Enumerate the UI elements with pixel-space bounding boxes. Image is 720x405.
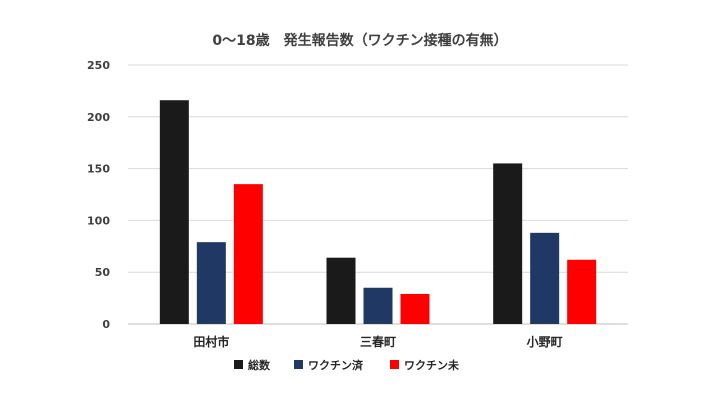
y-tick-label: 100 (87, 214, 110, 227)
x-tick-label: 田村市 (193, 334, 229, 349)
y-tick-label: 50 (95, 266, 111, 279)
x-tick-label: 小野町 (527, 334, 563, 349)
legend-label: ワクチン済 (308, 358, 364, 372)
y-tick-label: 150 (87, 163, 110, 176)
bar-総数-三春町 (326, 257, 356, 324)
x-tick-label: 三春町 (360, 334, 396, 349)
bar-ワクチン未-小野町 (567, 259, 597, 324)
bar-ワクチン済-小野町 (530, 232, 560, 324)
legend-label: 総数 (248, 358, 271, 372)
legend-swatch-総数 (234, 360, 243, 369)
chart-title: 0〜18歳 発生報告数（ワクチン接種の有無） (212, 33, 508, 49)
bar-ワクチン済-三春町 (363, 287, 393, 324)
bar-ワクチン済-田村市 (196, 242, 226, 324)
legend-swatch-ワクチン済 (294, 360, 303, 369)
legend-swatch-ワクチン未 (390, 360, 399, 369)
legend-label: ワクチン未 (404, 358, 460, 372)
y-tick-label: 0 (102, 318, 110, 331)
y-tick-label: 200 (87, 111, 110, 124)
bar-ワクチン未-田村市 (233, 184, 263, 324)
bar-総数-小野町 (493, 163, 523, 324)
bar-ワクチン未-三春町 (400, 293, 430, 324)
bar-総数-田村市 (159, 100, 189, 324)
y-tick-label: 250 (87, 59, 110, 72)
